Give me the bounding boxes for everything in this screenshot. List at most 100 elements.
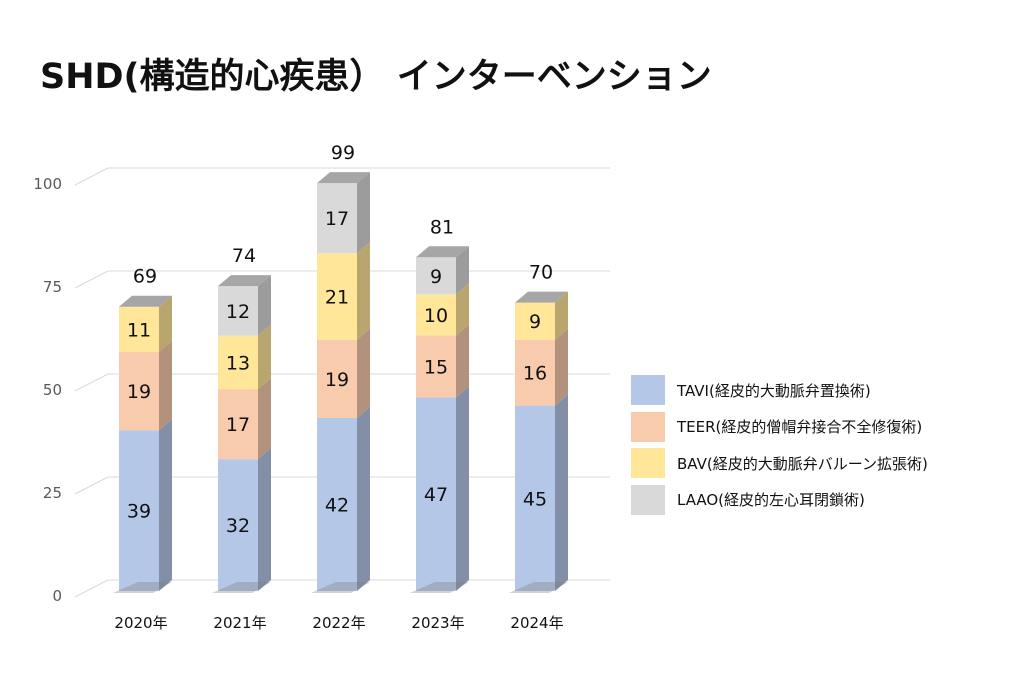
gridline-depth-100 (74, 167, 109, 186)
x-tick-label: 2022年 (312, 614, 365, 632)
chart-title: SHD(構造的心疾患） インターベンション (40, 57, 712, 97)
bar-bav-2024年 (515, 302, 555, 340)
bar-teer-2021年 (218, 389, 258, 460)
y-tick-label: 75 (43, 278, 62, 296)
legend: TAVI(経皮的大動脈弁置換術) TEER(経皮的僧帽弁接合不全修復術) BAV(経… (631, 372, 928, 518)
bar-laao-2023年-side (456, 246, 469, 295)
bar-top-2024年 (515, 291, 568, 303)
legend-swatch (631, 484, 665, 515)
gridline-depth-0 (74, 579, 109, 598)
bar-tavi-2021年-side (258, 448, 271, 591)
data-label: 11 (127, 319, 151, 341)
bar-bav-2024年-side (555, 291, 568, 340)
data-label: 45 (523, 488, 547, 510)
data-label: 19 (325, 369, 349, 391)
legend-label: LAAO(経皮的左心耳閉鎖術) (677, 491, 865, 510)
legend-label: BAV(経皮的大動脈弁バルーン拡張術) (677, 454, 928, 473)
bar-teer-2023年-side (456, 324, 469, 398)
data-label: 10 (424, 305, 448, 327)
bar-shadow-2022年 (311, 582, 370, 593)
legend-item-tavi: TAVI(経皮的大動脈弁置換術) (631, 372, 928, 409)
bar-teer-2024年 (515, 339, 555, 406)
total-label: 81 (430, 216, 454, 238)
total-label: 70 (529, 262, 553, 284)
bar-bav-2023年-side (456, 283, 469, 336)
bar-bav-2021年-side (258, 324, 271, 390)
gridline-depth-25 (74, 476, 109, 495)
gridline-depth-75 (74, 270, 109, 289)
bar-tavi-2020年 (119, 430, 159, 591)
data-label: 47 (424, 484, 448, 506)
total-label: 69 (133, 266, 157, 288)
bar-tavi-2020年-side (159, 419, 172, 591)
data-label: 9 (430, 266, 442, 288)
bar-bav-2022年 (317, 253, 357, 340)
bar-teer-2020年 (119, 352, 159, 431)
data-label: 16 (523, 363, 547, 385)
y-tick-label: 100 (33, 175, 62, 193)
legend-swatch (631, 375, 665, 406)
data-label: 21 (325, 286, 349, 308)
bar-teer-2022年 (317, 339, 357, 418)
x-tick-label: 2023年 (411, 614, 464, 632)
bar-bav-2023年 (416, 294, 456, 336)
bar-shadow-2020年 (113, 582, 172, 593)
bar-top-2021年 (218, 275, 271, 287)
data-labels: 39 19 11 69 32 17 13 12 74 42 19 21 17 99 47 15 10 9 81 45 1… (127, 142, 553, 537)
bar-shadow-2023年 (410, 582, 469, 593)
data-label: 17 (325, 208, 349, 230)
data-label: 39 (127, 501, 151, 523)
bar-top-2023年 (416, 246, 469, 258)
data-label: 32 (226, 515, 250, 537)
bar-tavi-2021年 (218, 459, 258, 591)
bar-tavi-2023年-side (456, 386, 469, 591)
bar-bav-2020年 (119, 306, 159, 353)
legend-item-bav: BAV(経皮的大動脈弁バルーン拡張術) (631, 445, 928, 482)
bar-laao-2021年 (218, 286, 258, 336)
total-label: 74 (232, 245, 256, 267)
bar-shadow-2024年 (509, 582, 568, 593)
total-label: 99 (331, 142, 355, 164)
legend-item-laao: LAAO(経皮的左心耳閉鎖術) (631, 482, 928, 519)
y-tick-label: 0 (52, 587, 62, 605)
bar-bav-2022年-side (357, 242, 370, 340)
legend-label: TEER(経皮的僧帽弁接合不全修復術) (677, 418, 923, 437)
bar-laao-2021年-side (258, 275, 271, 336)
bar-tavi-2024年 (515, 405, 555, 591)
bar-bav-2021年 (218, 335, 258, 390)
legend-swatch (631, 411, 665, 442)
bar-tavi-2022年-side (357, 406, 370, 591)
bar-tavi-2023年 (416, 397, 456, 591)
bar-teer-2024年-side (555, 328, 568, 406)
x-tick-label: 2024年 (510, 614, 563, 632)
data-label: 9 (529, 311, 541, 333)
y-tick-label: 25 (43, 484, 62, 502)
data-label: 12 (226, 301, 250, 323)
bar-laao-2023年 (416, 257, 456, 295)
data-label: 42 (325, 494, 349, 516)
x-tick-label: 2021年 (213, 614, 266, 632)
legend-swatch (631, 448, 665, 479)
data-label: 17 (226, 414, 250, 436)
y-axis-ticks: 0 25 50 75 100 (33, 175, 62, 605)
x-axis-labels: 2020年 2021年 2022年 2023年 2024年 (114, 614, 563, 632)
data-label: 19 (127, 381, 151, 403)
bar-teer-2021年-side (258, 378, 271, 460)
legend-item-teer: TEER(経皮的僧帽弁接合不全修復術) (631, 409, 928, 446)
bar-laao-2022年 (317, 183, 357, 254)
legend-label: TAVI(経皮的大動脈弁置換術) (677, 381, 871, 400)
data-label: 15 (424, 356, 448, 378)
bars (113, 172, 568, 593)
data-label: 13 (226, 352, 250, 374)
bar-top-2022年 (317, 172, 370, 184)
gridline-depth-50 (74, 373, 109, 392)
bar-laao-2022年-side (357, 172, 370, 254)
x-tick-label: 2020年 (114, 614, 167, 632)
bar-top-2020年 (119, 295, 172, 307)
bar-teer-2022年-side (357, 328, 370, 418)
bar-shadow-2021年 (212, 582, 271, 593)
bar-tavi-2024年-side (555, 394, 568, 591)
bar-tavi-2022年 (317, 417, 357, 591)
bar-teer-2023年 (416, 335, 456, 398)
